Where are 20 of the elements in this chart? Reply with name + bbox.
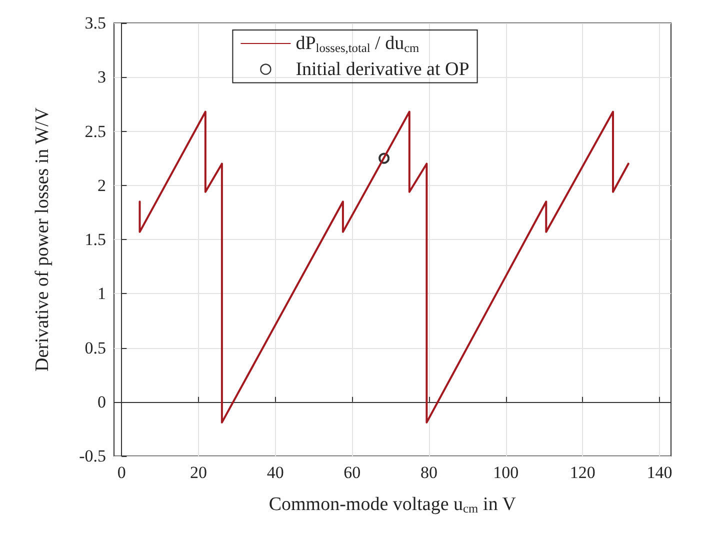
y-tick-label: -0.5 <box>79 446 106 466</box>
x-tick-label: 20 <box>190 463 208 482</box>
y-tick-label: 2 <box>98 176 106 195</box>
x-tick-label: 100 <box>493 463 519 482</box>
y-tick-label: 3.5 <box>84 14 106 32</box>
x-tick-label: 40 <box>266 463 284 482</box>
line-series <box>138 110 630 424</box>
y-tick-label: 1 <box>98 284 106 304</box>
y-tick-label: 0 <box>98 392 106 412</box>
y-tick-label: 2.5 <box>84 122 106 141</box>
x-tick-label: 120 <box>570 463 596 482</box>
y-tick-label: 1.5 <box>84 230 106 249</box>
x-tick-label: 0 <box>117 463 126 482</box>
x-tick-label: 60 <box>344 463 361 482</box>
y-axis-title: Derivative of power losses in W/V <box>32 107 53 372</box>
x-tick-label: 80 <box>420 463 438 482</box>
x-tick-label: 140 <box>646 463 672 482</box>
y-tick-label: 3 <box>98 68 106 87</box>
y-tick-label: 0.5 <box>84 338 106 358</box>
legend-label: Initial derivative at OP <box>296 58 470 80</box>
